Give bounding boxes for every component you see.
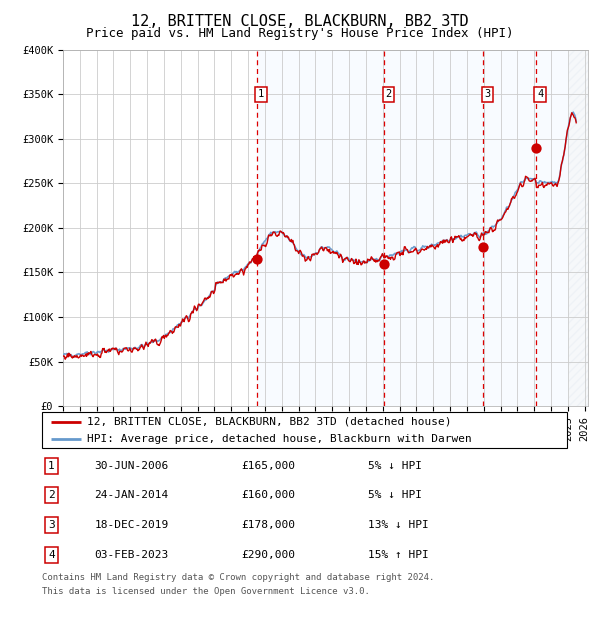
Text: 30-JUN-2006: 30-JUN-2006 [95, 461, 169, 471]
Text: 2: 2 [48, 490, 55, 500]
Text: 4: 4 [537, 89, 543, 99]
Text: 12, BRITTEN CLOSE, BLACKBURN, BB2 3TD: 12, BRITTEN CLOSE, BLACKBURN, BB2 3TD [131, 14, 469, 29]
Text: £160,000: £160,000 [241, 490, 296, 500]
Text: 18-DEC-2019: 18-DEC-2019 [95, 520, 169, 530]
Text: 1: 1 [48, 461, 55, 471]
Text: 5% ↓ HPI: 5% ↓ HPI [367, 461, 421, 471]
Text: 03-FEB-2023: 03-FEB-2023 [95, 550, 169, 560]
Text: £178,000: £178,000 [241, 520, 296, 530]
Text: £165,000: £165,000 [241, 461, 296, 471]
Text: 5% ↓ HPI: 5% ↓ HPI [367, 490, 421, 500]
Text: 4: 4 [48, 550, 55, 560]
Text: 24-JAN-2014: 24-JAN-2014 [95, 490, 169, 500]
Text: £290,000: £290,000 [241, 550, 296, 560]
Point [252, 254, 262, 264]
Text: 12, BRITTEN CLOSE, BLACKBURN, BB2 3TD (detached house): 12, BRITTEN CLOSE, BLACKBURN, BB2 3TD (d… [86, 417, 451, 427]
Bar [257, 50, 568, 406]
Point [478, 242, 488, 252]
FancyBboxPatch shape [42, 412, 567, 448]
Text: This data is licensed under the Open Government Licence v3.0.: This data is licensed under the Open Gov… [42, 587, 370, 596]
Text: 15% ↑ HPI: 15% ↑ HPI [367, 550, 428, 560]
Point [531, 143, 541, 153]
Text: 1: 1 [258, 89, 264, 99]
Text: 3: 3 [484, 89, 491, 99]
Text: 13% ↓ HPI: 13% ↓ HPI [367, 520, 428, 530]
Text: HPI: Average price, detached house, Blackburn with Darwen: HPI: Average price, detached house, Blac… [86, 433, 472, 444]
Text: 2: 2 [385, 89, 391, 99]
Point [379, 259, 389, 268]
Text: Price paid vs. HM Land Registry's House Price Index (HPI): Price paid vs. HM Land Registry's House … [86, 27, 514, 40]
Text: Contains HM Land Registry data © Crown copyright and database right 2024.: Contains HM Land Registry data © Crown c… [42, 573, 434, 582]
Text: 3: 3 [48, 520, 55, 530]
Bar [568, 50, 590, 406]
